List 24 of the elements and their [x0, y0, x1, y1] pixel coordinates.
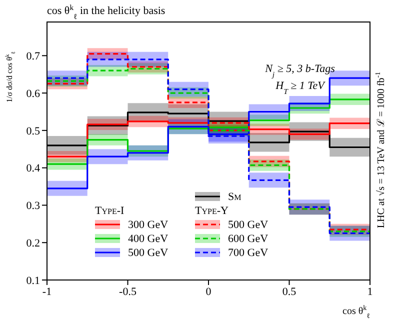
legend-label: 400 GeV — [128, 233, 168, 245]
y-tick-label: 0.7 — [26, 50, 40, 63]
y-tick-label: 0.2 — [26, 238, 40, 250]
y-tick-label: 0.4 — [26, 162, 40, 175]
y-tick-label: 0.6 — [26, 88, 40, 100]
x-tick-label: 0 — [206, 286, 212, 298]
x-tick-label: 1 — [367, 286, 373, 298]
legend-label: Sm — [228, 191, 242, 203]
annotation: Type-Y — [195, 205, 228, 217]
y-tick-label: 0.3 — [26, 200, 40, 212]
legend-label: 500 GeV — [128, 247, 168, 259]
y-tick-label: 0.1 — [26, 274, 40, 287]
legend-label: 700 GeV — [228, 247, 268, 259]
annotation: N$_{j}$ ≥ 5, 3 b-Tags — [264, 63, 335, 78]
x-tick-label: 0.5 — [282, 286, 297, 298]
legend-label: 500 GeV — [228, 219, 268, 231]
chart-title: cos θ$^{k}$$_{ℓ}$ in the helicity basis — [47, 2, 166, 20]
legend-label: 300 GeV — [128, 219, 168, 231]
y-tick-label: 0.5 — [26, 125, 40, 138]
x-tick-label: -1 — [42, 286, 52, 298]
legend-label: 600 GeV — [228, 233, 268, 245]
x-tick-label: -0.5 — [119, 286, 137, 298]
annotation: Type-I — [95, 205, 124, 217]
annotation: H$_{T}$ ≥ 1 TeV — [274, 80, 326, 96]
